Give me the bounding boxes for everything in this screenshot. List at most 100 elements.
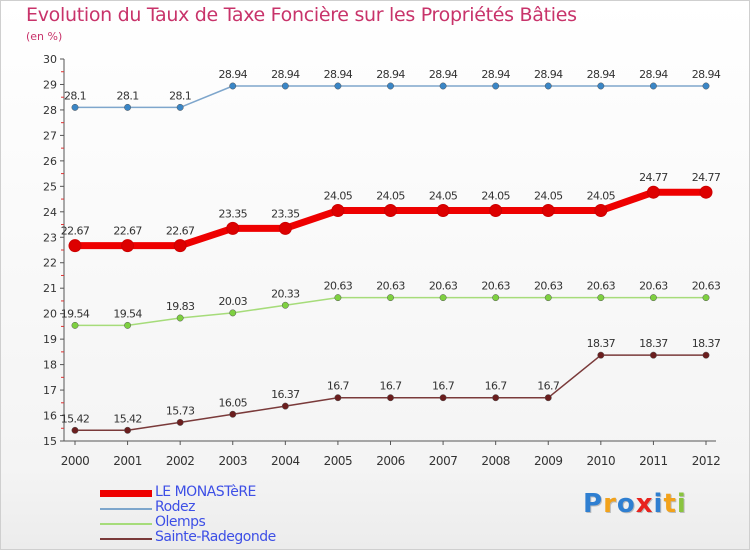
- data-point: [492, 394, 500, 402]
- data-label: 28.94: [639, 68, 668, 81]
- x-tick-label: 2011: [639, 454, 668, 468]
- data-label: 16.7: [432, 380, 455, 393]
- data-point: [649, 82, 657, 90]
- data-point: [334, 294, 342, 302]
- data-point: [544, 294, 552, 302]
- data-point: [226, 221, 240, 235]
- data-label: 24.05: [429, 190, 458, 203]
- data-label: 16.7: [485, 380, 508, 393]
- data-point: [281, 82, 289, 90]
- data-label: 28.94: [481, 68, 510, 81]
- data-label: 18.37: [587, 337, 616, 350]
- y-tick-label: 25: [43, 180, 57, 193]
- data-point: [702, 82, 710, 90]
- y-tick-label: 30: [43, 53, 57, 66]
- x-tick-label: 2012: [692, 454, 721, 468]
- data-label: 28.94: [534, 68, 563, 81]
- data-point: [387, 294, 394, 302]
- data-point: [71, 103, 79, 111]
- data-point: [649, 294, 657, 302]
- x-tick-label: 2010: [587, 454, 616, 468]
- data-label: 22.67: [166, 225, 195, 238]
- logo-letter: o: [616, 489, 636, 519]
- x-tick-label: 2001: [113, 454, 142, 468]
- data-label: 20.63: [429, 280, 458, 293]
- data-point: [281, 301, 289, 309]
- data-label: 20.63: [534, 280, 563, 293]
- x-tick-label: 2002: [166, 454, 195, 468]
- legend-swatch: [100, 508, 152, 510]
- data-label: 28.94: [324, 68, 353, 81]
- y-tick-label: 29: [43, 78, 57, 91]
- data-point: [492, 294, 500, 302]
- data-label: 20.63: [692, 280, 721, 293]
- data-point: [71, 426, 79, 434]
- data-label: 22.67: [113, 225, 142, 238]
- data-point: [278, 221, 292, 235]
- data-label: 20.63: [587, 280, 616, 293]
- data-point: [492, 82, 500, 90]
- data-label: 16.7: [327, 380, 350, 393]
- x-tick-label: 2007: [429, 454, 458, 468]
- data-point: [124, 103, 132, 111]
- data-point: [544, 82, 552, 90]
- x-tick-label: 2003: [218, 454, 247, 468]
- data-label: 19.54: [61, 307, 90, 320]
- data-point: [649, 351, 657, 359]
- data-label: 24.05: [587, 190, 616, 203]
- data-label: 20.03: [219, 295, 248, 308]
- data-point: [176, 418, 184, 426]
- data-label: 20.63: [481, 280, 510, 293]
- data-label: 20.63: [376, 280, 405, 293]
- data-point: [702, 294, 710, 302]
- data-point: [699, 185, 713, 199]
- legend-label: Sainte-Radegonde: [155, 529, 276, 545]
- data-point: [436, 204, 450, 218]
- data-point: [124, 426, 132, 434]
- data-point: [594, 204, 608, 218]
- data-point: [439, 82, 447, 90]
- data-label: 20.63: [324, 280, 353, 293]
- legend-swatch: [100, 538, 152, 540]
- data-point: [384, 204, 397, 218]
- data-point: [646, 185, 660, 199]
- data-point: [597, 351, 605, 359]
- data-label: 28.94: [376, 68, 405, 81]
- x-tick-label: 2004: [271, 454, 300, 468]
- data-label: 23.35: [219, 207, 248, 220]
- data-label: 28.1: [117, 89, 139, 102]
- logo-letter: x: [635, 489, 654, 519]
- data-point: [331, 204, 345, 218]
- y-tick-label: 21: [43, 282, 57, 295]
- data-point: [489, 204, 503, 218]
- data-label: 28.94: [219, 68, 248, 81]
- data-point: [121, 239, 135, 253]
- data-point: [387, 82, 394, 90]
- y-tick-label: 26: [43, 155, 57, 168]
- data-label: 23.35: [271, 207, 300, 220]
- data-label: 15.73: [166, 404, 195, 417]
- data-label: 16.05: [219, 396, 248, 409]
- data-label: 28.1: [169, 89, 191, 102]
- y-tick-label: 19: [43, 333, 57, 346]
- data-label: 24.05: [534, 190, 563, 203]
- proxiti-logo: Proxiti: [583, 489, 687, 519]
- y-tick-label: 23: [43, 231, 57, 244]
- legend-label: LE MONASTèRE: [155, 484, 256, 500]
- data-label: 24.05: [376, 190, 405, 203]
- y-tick-label: 15: [43, 435, 57, 448]
- data-label: 24.77: [639, 171, 668, 184]
- data-point: [439, 294, 447, 302]
- data-point: [229, 410, 237, 418]
- data-label: 24.05: [481, 190, 510, 203]
- y-tick-label: 17: [43, 384, 57, 397]
- data-label: 16.7: [537, 380, 560, 393]
- data-label: 28.1: [64, 89, 86, 102]
- data-point: [71, 321, 79, 329]
- data-label: 28.94: [587, 68, 616, 81]
- legend-swatch: [100, 523, 152, 525]
- y-tick-label: 20: [43, 308, 57, 321]
- logo-letter: P: [583, 489, 604, 519]
- data-label: 20.63: [639, 280, 668, 293]
